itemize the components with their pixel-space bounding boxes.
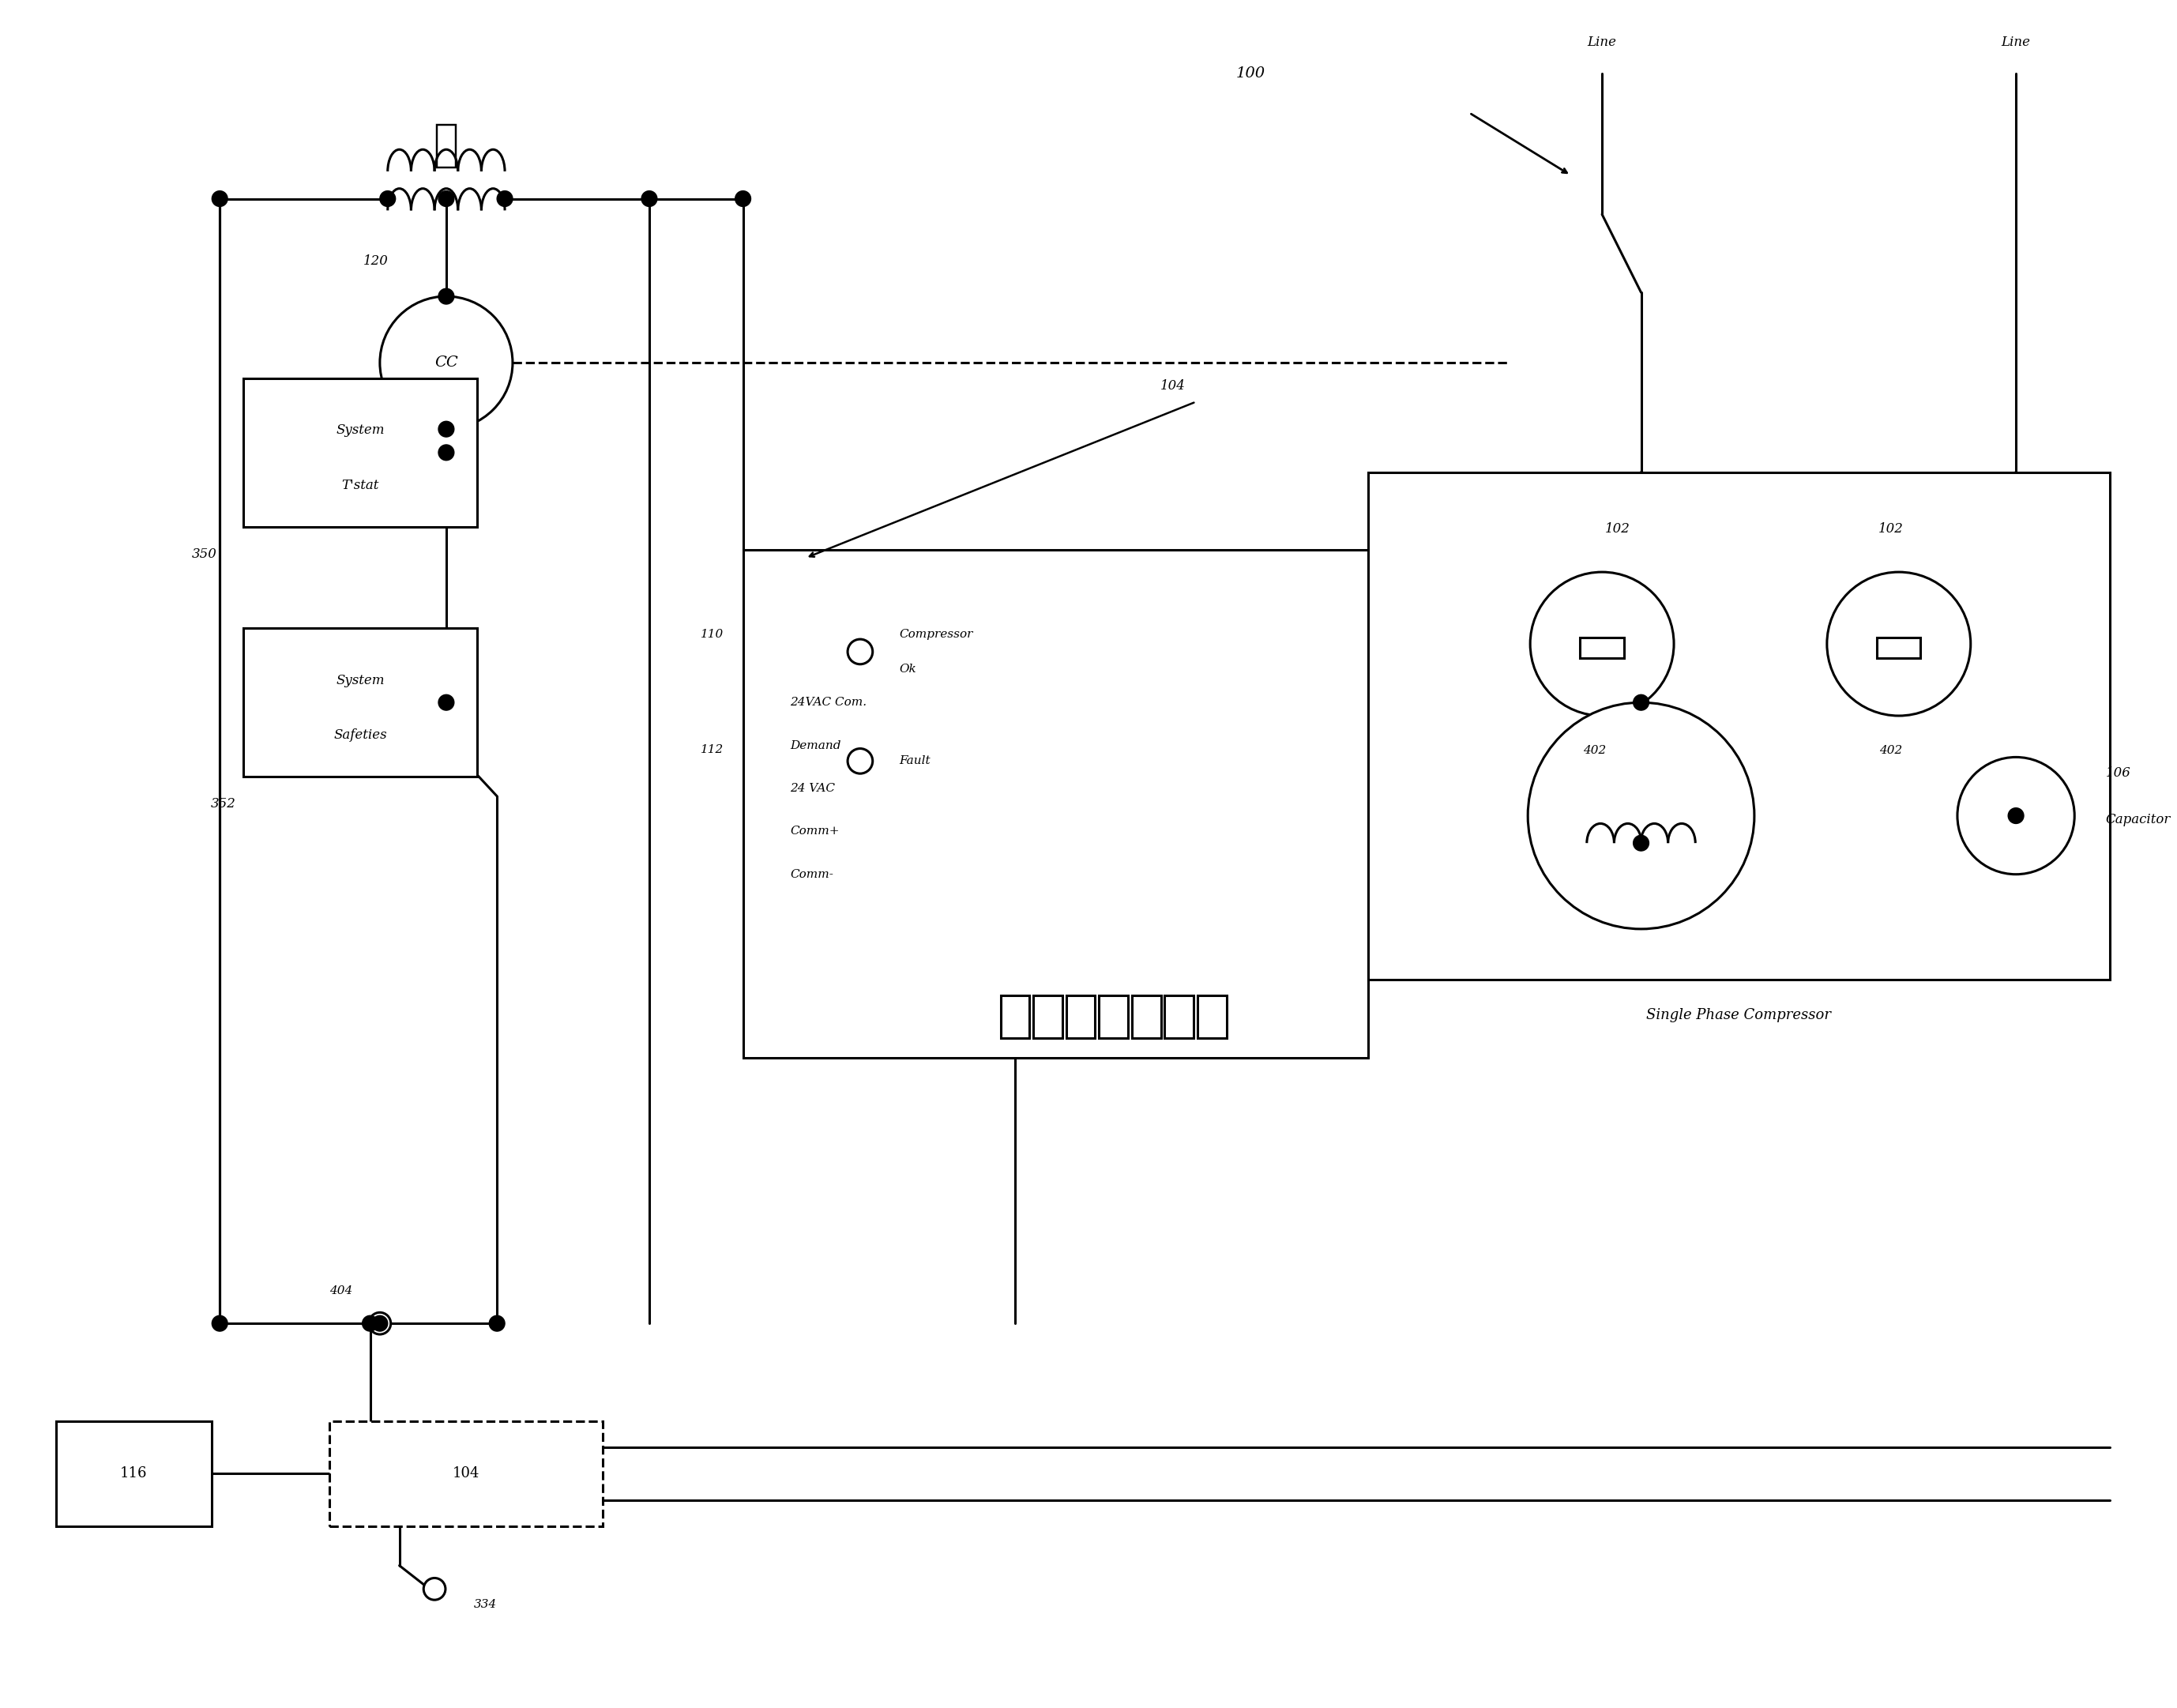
Text: 102: 102	[1879, 523, 1903, 536]
Circle shape	[211, 1315, 229, 1331]
Text: 110: 110	[701, 629, 723, 640]
Bar	[1165, 996, 1193, 1038]
Bar	[435, 125, 455, 167]
Circle shape	[368, 1312, 392, 1334]
Text: 120: 120	[364, 254, 388, 268]
Text: System: System	[335, 673, 385, 687]
Circle shape	[361, 1315, 379, 1331]
Text: Demand: Demand	[790, 740, 840, 752]
Circle shape	[1957, 757, 2075, 874]
Circle shape	[438, 444, 455, 461]
Text: 24VAC Com.: 24VAC Com.	[790, 697, 866, 709]
Circle shape	[847, 748, 873, 774]
Text: Line: Line	[2001, 36, 2031, 50]
Text: 116: 116	[120, 1467, 148, 1481]
Circle shape	[847, 639, 873, 664]
Circle shape	[425, 1578, 446, 1600]
Text: Line: Line	[1587, 36, 1618, 50]
Text: 104: 104	[453, 1467, 479, 1481]
Text: 334: 334	[475, 1599, 496, 1611]
Circle shape	[1528, 702, 1755, 929]
Circle shape	[379, 191, 396, 207]
Text: Safeties: Safeties	[333, 728, 388, 741]
Text: Fault: Fault	[899, 755, 930, 767]
Text: 402: 402	[1879, 745, 1903, 757]
Text: 100: 100	[1237, 67, 1265, 80]
Bar	[1001, 996, 1030, 1038]
Text: 350: 350	[192, 547, 218, 560]
Circle shape	[438, 191, 455, 207]
Text: 352: 352	[211, 798, 237, 811]
Circle shape	[496, 191, 512, 207]
Text: 104: 104	[1160, 379, 1184, 393]
Bar	[1581, 637, 1624, 658]
Text: Comm-: Comm-	[790, 869, 834, 880]
Circle shape	[642, 191, 657, 207]
Bar	[742, 550, 1367, 1057]
Circle shape	[490, 1315, 505, 1331]
Circle shape	[1530, 572, 1674, 716]
Bar	[1367, 471, 2110, 980]
Text: 106: 106	[2105, 767, 2131, 779]
Circle shape	[438, 289, 455, 304]
Bar	[1132, 996, 1160, 1038]
Circle shape	[438, 695, 455, 711]
Circle shape	[1827, 572, 1970, 716]
Text: T'stat: T'stat	[342, 478, 379, 492]
Text: CC: CC	[435, 355, 457, 371]
Bar	[329, 1421, 603, 1527]
Text: Ok: Ok	[899, 663, 917, 675]
Text: Comm+: Comm+	[790, 827, 838, 837]
Circle shape	[1633, 695, 1648, 711]
Text: Compressor: Compressor	[899, 629, 973, 640]
Text: Capacitor: Capacitor	[2105, 813, 2170, 827]
Text: Single Phase Compressor: Single Phase Compressor	[1646, 1008, 1831, 1021]
Circle shape	[211, 191, 229, 207]
Text: 24 VAC: 24 VAC	[790, 782, 834, 794]
Bar	[1034, 996, 1062, 1038]
Circle shape	[372, 1315, 388, 1331]
Circle shape	[438, 422, 455, 437]
Text: 404: 404	[329, 1284, 353, 1296]
Circle shape	[2007, 808, 2025, 823]
Circle shape	[379, 297, 512, 429]
Text: 112: 112	[701, 743, 723, 755]
Bar	[1197, 996, 1226, 1038]
Bar	[244, 379, 477, 526]
Text: 102: 102	[1604, 523, 1631, 536]
Bar	[1067, 996, 1095, 1038]
Bar	[244, 629, 477, 777]
Circle shape	[736, 191, 751, 207]
Bar	[1877, 637, 1920, 658]
Text: System: System	[335, 424, 385, 437]
Circle shape	[1633, 835, 1648, 851]
Bar	[57, 1421, 211, 1527]
Bar	[1099, 996, 1128, 1038]
Text: 402: 402	[1583, 745, 1607, 757]
